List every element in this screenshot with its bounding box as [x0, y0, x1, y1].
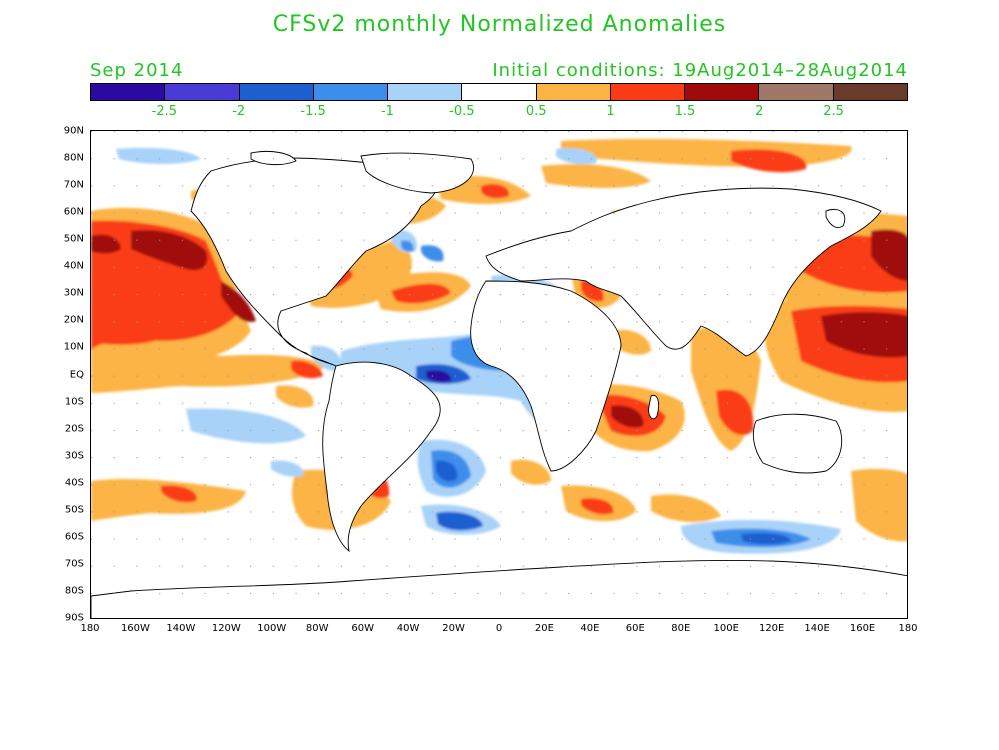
map-panel [90, 130, 908, 619]
longitude-tick-label: 80W [305, 623, 329, 634]
colorbar-swatch [833, 84, 907, 100]
colorbar-swatch [165, 84, 240, 100]
latitude-tick-label: 70N [63, 179, 84, 191]
latitude-tick-label: 60N [63, 206, 84, 218]
colorbar-swatch [91, 84, 166, 100]
latitude-tick-label: 70S [64, 558, 84, 570]
longitude-tick-label: 100E [713, 623, 739, 634]
colorbar-swatch [239, 84, 314, 100]
longitude-tick-label: 20W [442, 623, 465, 634]
colorbar-swatch [685, 84, 760, 100]
latitude-tick-label: 40S [64, 477, 84, 489]
longitude-tick-label: 100W [257, 623, 287, 634]
initial-conditions-label: Initial conditions: 19Aug2014–28Aug2014 [492, 60, 908, 81]
page-title: CFSv2 monthly Normalized Anomalies [272, 12, 727, 37]
colorbar-swatch [388, 84, 463, 100]
longitude-tick-label: 180 [80, 623, 100, 634]
colorbar-swatch [313, 84, 389, 100]
longitude-tick-label: 80E [671, 623, 691, 634]
colorbar-swatch [610, 84, 686, 100]
latitude-tick-label: 20S [64, 423, 84, 435]
colorbar-tick-label: -0.5 [449, 104, 475, 119]
latitude-tick-label: 50S [64, 504, 84, 516]
latitude-tick-label: 50N [63, 233, 84, 245]
colorbar-tick-label: -1 [380, 104, 394, 119]
colorbar-tick-label: -1.5 [300, 104, 326, 119]
longitude-tick-label: 140W [166, 623, 196, 634]
latitude-tick-label: 10S [64, 396, 84, 408]
colorbar-swatch [759, 84, 834, 100]
latitude-tick-label: 20N [63, 314, 84, 326]
colorbar [90, 83, 908, 101]
latitude-tick-label: 30N [63, 287, 84, 299]
colorbar-tick-label: -2.5 [151, 104, 178, 119]
colorbar-tick-label: 1.5 [674, 104, 696, 119]
colorbar-swatch [536, 84, 611, 100]
colorbar-tick-label: -2 [232, 104, 246, 119]
latitude-tick-label: 80S [64, 585, 84, 597]
colorbar-tick-label: 2 [755, 104, 764, 119]
month-label: Sep 2014 [90, 60, 184, 81]
latitude-tick-label: 40N [63, 260, 84, 272]
colorbar-tick-label: 2.5 [823, 104, 844, 119]
latitude-tick-label: EQ [69, 369, 84, 380]
longitude-tick-label: 120E [758, 623, 785, 634]
longitude-tick-label: 60W [351, 623, 374, 634]
colorbar-swatch [462, 84, 537, 100]
dot-grid [91, 131, 907, 618]
latitude-tick-label: 30S [64, 450, 84, 462]
colorbar-tick-label: 1 [606, 104, 615, 119]
longitude-tick-label: 180 [898, 623, 918, 634]
longitude-tick-label: 0 [495, 623, 503, 634]
latitude-tick-label: 90N [63, 125, 84, 137]
longitude-tick-label: 60E [625, 623, 645, 634]
latitude-tick-label: 80N [63, 152, 84, 164]
anomaly-map [91, 131, 907, 618]
longitude-tick-label: 160E [849, 623, 876, 634]
latitude-tick-label: 10N [63, 341, 84, 353]
longitude-tick-label: 40W [396, 623, 420, 634]
longitude-tick-label: 140E [804, 623, 830, 634]
longitude-tick-label: 20E [534, 623, 554, 634]
longitude-tick-label: 40E [580, 623, 600, 634]
latitude-tick-label: 60S [64, 531, 84, 543]
longitude-tick-label: 120W [211, 623, 241, 634]
colorbar-tick-label: 0.5 [525, 104, 547, 119]
longitude-tick-label: 160W [120, 623, 150, 634]
latitude-tick-label: 90S [64, 612, 84, 624]
